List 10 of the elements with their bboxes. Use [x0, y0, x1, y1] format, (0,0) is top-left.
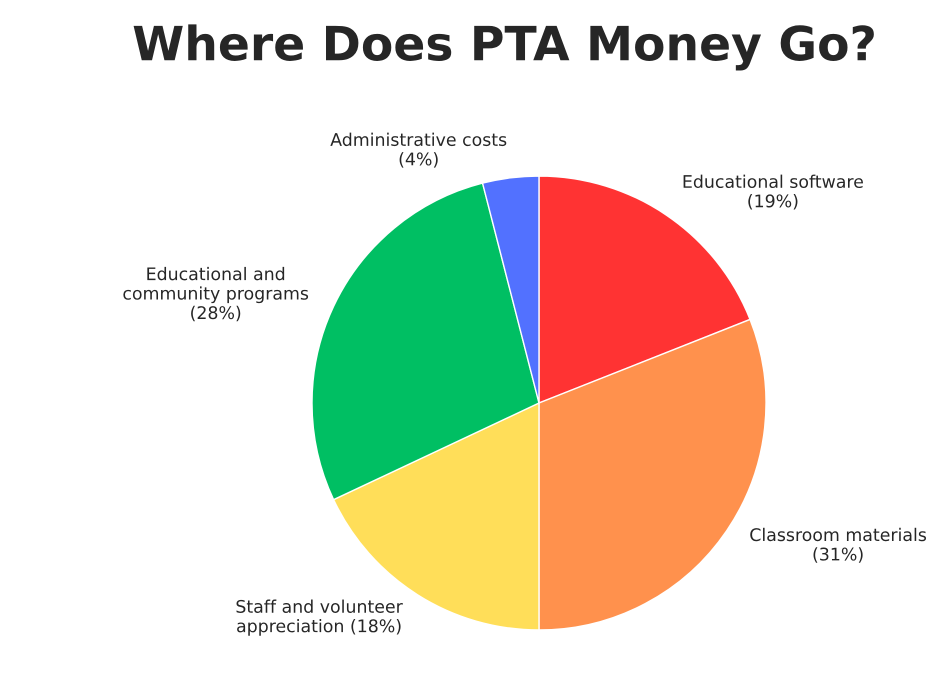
- data-label: (4%): [400, 152, 438, 168]
- slice-label: Educational and community programs: [123, 266, 308, 304]
- slice-label: Staff and volunteer appreciation (18%): [236, 600, 403, 636]
- data-label: (28%): [191, 306, 240, 322]
- slice-label: Educational software: [684, 174, 863, 188]
- chart-title: Where Does PTA Money Go?: [134, 24, 874, 70]
- data-label: (31%): [814, 547, 863, 563]
- slice-label: Classroom materials: [750, 528, 926, 542]
- data-label: (19%): [748, 194, 798, 210]
- slice-label: Administrative costs: [330, 132, 506, 146]
